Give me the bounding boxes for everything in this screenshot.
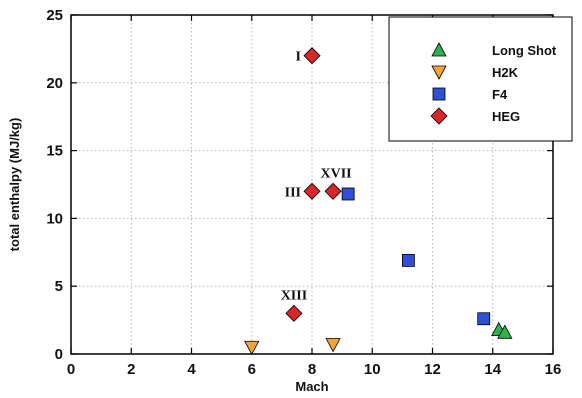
y-tick-label: 5 (55, 278, 63, 295)
x-tick-label: 16 (545, 361, 562, 378)
legend-marker (431, 42, 447, 57)
legend-box (388, 16, 573, 142)
legend-marker (431, 65, 447, 80)
legend-label: H2K (492, 65, 519, 80)
point-heg (285, 304, 303, 322)
x-tick-label: 6 (248, 361, 256, 378)
legend-marker (432, 87, 446, 101)
y-tick-label: 10 (46, 210, 63, 227)
x-tick-label: 8 (308, 361, 316, 378)
y-tick-label: 25 (46, 7, 63, 24)
annotation-label: III (285, 185, 301, 200)
annotation-label: I (296, 50, 301, 65)
x-axis-title: Mach (295, 379, 328, 394)
y-axis-title: total enthalpy (MJ/kg) (7, 118, 22, 252)
x-tick-label: 10 (364, 361, 381, 378)
point-f4 (477, 312, 491, 326)
y-tick-label: 20 (46, 75, 63, 92)
tick-labels: 0 2 4 6 8 10 12 14 16 0 5 10 15 20 25 (46, 7, 561, 378)
annotation-label: XVII (321, 166, 352, 181)
point-heg (324, 182, 342, 200)
point-h2k (244, 340, 260, 356)
point-h2k (325, 338, 341, 353)
point-f4 (401, 254, 415, 267)
x-tick-label: 12 (424, 361, 441, 378)
point-f4 (341, 187, 355, 201)
point-heg (303, 182, 321, 200)
y-tick-label: 15 (46, 143, 63, 160)
annotation-label: XIII (281, 288, 307, 303)
legend: Long Shot H2K F4 HEG (388, 16, 573, 142)
data-markers (244, 47, 513, 356)
x-tick-label: 4 (187, 361, 196, 378)
legend-label: F4 (492, 87, 508, 102)
point-long-shot (497, 324, 513, 339)
legend-label: HEG (492, 109, 520, 124)
legend-marker (430, 107, 448, 125)
x-tick-label: 14 (484, 361, 501, 378)
x-tick-label: 0 (67, 361, 75, 378)
x-tick-label: 2 (127, 361, 135, 378)
y-tick-label: 0 (55, 346, 63, 363)
legend-label: Long Shot (492, 43, 557, 58)
point-heg (303, 47, 321, 65)
